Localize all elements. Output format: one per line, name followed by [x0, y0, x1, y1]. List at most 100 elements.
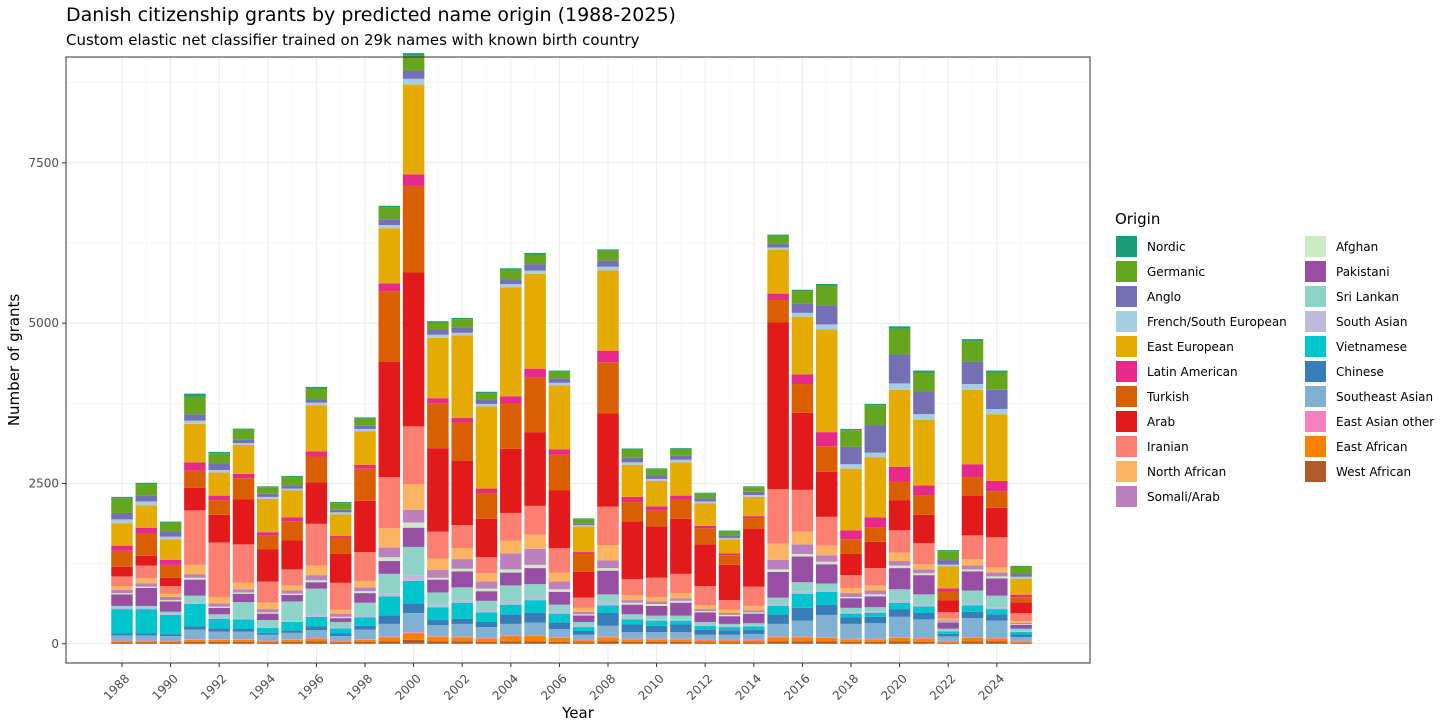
bar-segment [329, 636, 352, 641]
bar-segment [281, 490, 303, 518]
bar-segment [694, 640, 716, 643]
bar-segment [475, 610, 498, 613]
bar-segment [621, 618, 644, 620]
legend-label: Arab [1147, 415, 1175, 429]
bar-segment [135, 505, 158, 528]
bar-segment [645, 620, 668, 626]
bar-segment [888, 552, 911, 562]
bar-segment [937, 588, 959, 592]
bar-segment [184, 595, 206, 603]
bar-segment [475, 557, 498, 574]
bar-segment [475, 391, 498, 394]
bar-segment [135, 555, 158, 566]
bar-segment [937, 621, 959, 623]
bar-segment [572, 640, 595, 643]
bar-segment [208, 631, 230, 640]
bar-segment [913, 612, 935, 620]
bar-segment [427, 625, 449, 637]
bar-segment [329, 633, 352, 637]
bar-segment [937, 566, 959, 589]
bar-segment [281, 476, 303, 478]
bar-segment [791, 412, 814, 490]
bar-segment [815, 446, 838, 472]
bar-segment [621, 462, 644, 465]
bar-segment [378, 207, 401, 220]
bar-segment [475, 591, 498, 601]
x-tick-label: 2022 [927, 671, 958, 702]
bar-segment [1010, 624, 1032, 625]
bar-segment [597, 602, 619, 606]
bar-segment [257, 626, 279, 628]
bar-segment [1010, 565, 1032, 567]
bar-segment [378, 615, 401, 624]
x-tick-label: 2002 [441, 671, 472, 702]
bar-segment [840, 464, 862, 469]
bar-segment [427, 592, 449, 606]
bar-segment [597, 641, 619, 644]
bar-segment [791, 291, 814, 304]
bar-segment [500, 572, 522, 586]
bar-segment [111, 593, 133, 595]
bar-segment [135, 482, 158, 485]
bar-segment [111, 545, 133, 551]
bar-segment [645, 625, 668, 633]
bar-segment [208, 639, 230, 642]
bar-segment [986, 638, 1008, 642]
bar-segment [427, 403, 449, 449]
bar-segment [937, 560, 959, 565]
y-axis-title: Number of grants [5, 294, 23, 427]
bar-segment [281, 595, 303, 602]
bar-segment [354, 468, 376, 501]
bar-segment [791, 289, 814, 292]
bar-segment [645, 638, 668, 640]
bar-segment [232, 618, 255, 620]
bar-segment [670, 462, 692, 496]
bar-segment [281, 632, 303, 640]
bar-segment [621, 502, 644, 522]
bar-segment [257, 612, 279, 614]
bar-segment [986, 507, 1008, 538]
bar-segment [281, 485, 303, 489]
bar-segment [767, 322, 789, 490]
bar-segment [427, 579, 449, 593]
bar-segment [767, 636, 789, 638]
bar-segment [257, 602, 279, 610]
bar-segment [500, 569, 522, 573]
bar-segment [524, 612, 546, 623]
bar-segment [767, 293, 789, 301]
bar-segment [670, 449, 692, 456]
bar-segment [281, 621, 303, 631]
bar-segment [378, 283, 401, 292]
bar-segment [937, 636, 959, 641]
bar-segment [232, 429, 255, 440]
bar-segment [913, 641, 935, 644]
legend-key [1305, 336, 1326, 357]
legend-key [1116, 336, 1137, 357]
bar-segment [475, 581, 498, 589]
bar-segment [864, 452, 887, 458]
bar-segment [743, 496, 765, 517]
bar-segment [451, 319, 473, 328]
bar-segment [986, 409, 1008, 415]
bar-segment [208, 500, 230, 515]
bar-segment [281, 521, 303, 541]
bar-segment [427, 570, 449, 578]
bar-segment [961, 605, 984, 612]
bar-segment [767, 559, 789, 570]
bar-segment [645, 619, 668, 621]
bar-segment [840, 596, 862, 599]
bar-segment [402, 633, 425, 640]
bar-segment [208, 606, 230, 608]
bar-segment [864, 639, 887, 642]
bar-segment [427, 558, 449, 571]
bar-segment [159, 640, 182, 642]
bar-segment [840, 575, 862, 588]
bar-segment [354, 639, 376, 640]
bar-segment [111, 607, 133, 610]
legend-label: East African [1336, 440, 1408, 454]
bar-segment [937, 550, 959, 552]
bar-segment [670, 619, 692, 621]
bar-segment [305, 641, 328, 644]
chart-subtitle: Custom elastic net classifier trained on… [66, 31, 640, 49]
bar-segment [767, 597, 789, 605]
